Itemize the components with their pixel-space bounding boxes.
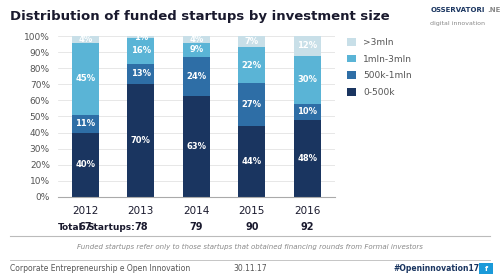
Bar [128,38,154,64]
Bar [238,126,265,197]
Text: 16%: 16% [130,46,151,55]
Text: Funded startups refer only to those startups that obtained financing rounds from: Funded startups refer only to those star… [77,244,423,250]
Text: digital innovation: digital innovation [430,21,485,26]
Text: Corporate Entrepreneurship e Open Innovation: Corporate Entrepreneurship e Open Innova… [10,264,190,273]
Text: 63%: 63% [186,142,206,151]
Text: 30%: 30% [298,75,317,84]
Bar [294,120,320,197]
Text: 4%: 4% [78,35,92,44]
Text: 22%: 22% [242,61,262,70]
Bar [238,83,265,126]
Text: 30.11.17: 30.11.17 [233,264,267,273]
Text: 9%: 9% [189,45,204,54]
Text: Total: Total [58,223,82,232]
Bar [183,96,210,197]
Bar [128,85,154,197]
Text: 7%: 7% [244,37,259,46]
Text: 13%: 13% [131,69,151,78]
Text: 40%: 40% [75,160,95,169]
Text: f: f [484,266,488,272]
Text: 12%: 12% [297,41,318,50]
Bar [294,56,320,104]
Text: 10%: 10% [297,107,318,116]
Bar [72,115,99,133]
Text: 45%: 45% [75,74,96,83]
Legend: >3mln, 1mln-3mln, 500k-1mln, 0-500k: >3mln, 1mln-3mln, 500k-1mln, 0-500k [347,38,412,97]
Text: 48%: 48% [297,154,318,163]
Bar [72,36,99,43]
Bar [294,36,320,56]
Bar [72,43,99,115]
Bar [183,36,210,43]
Bar [238,36,265,47]
Bar [128,36,154,38]
Bar [128,64,154,85]
Text: Startups:: Startups: [88,223,135,232]
Text: 24%: 24% [186,72,206,81]
Bar [294,104,320,120]
Text: 92: 92 [300,222,314,232]
Text: OSSERVATORI: OSSERVATORI [430,7,485,13]
Text: Distribution of funded startups by investment size: Distribution of funded startups by inves… [10,10,390,23]
Text: 90: 90 [245,222,258,232]
Text: 79: 79 [190,222,203,232]
Text: 4%: 4% [189,35,204,44]
Bar [183,43,210,57]
Text: 67: 67 [78,222,92,232]
Bar [72,133,99,197]
Text: 44%: 44% [242,157,262,166]
Text: 11%: 11% [75,119,96,128]
Bar [183,57,210,96]
Text: .NET: .NET [488,7,500,13]
Text: 78: 78 [134,222,147,232]
Text: #Openinnovation17: #Openinnovation17 [394,264,480,273]
Text: 27%: 27% [242,100,262,109]
Text: 1%: 1% [134,33,148,42]
Text: 70%: 70% [131,136,150,145]
Bar [238,47,265,83]
